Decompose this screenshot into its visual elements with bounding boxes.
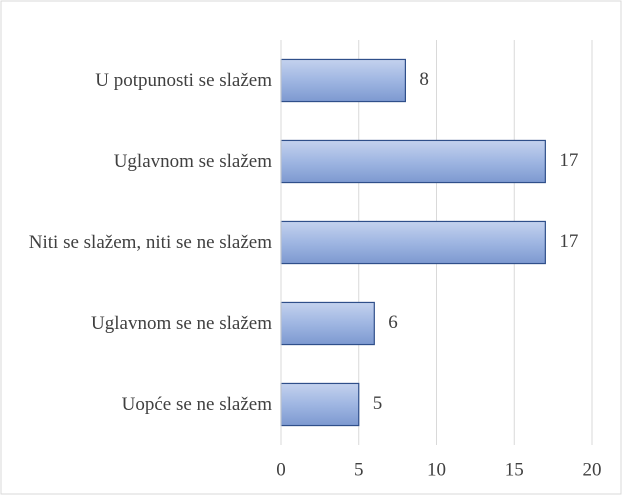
data-label: 6: [388, 312, 398, 333]
bar: [280, 139, 546, 184]
bar: [280, 220, 546, 265]
y-tick-label: Niti se slažem, niti se ne slažem: [28, 231, 272, 253]
y-tick-label-box: U potpunosti se slažem: [12, 51, 272, 111]
y-tick-label-box: Uglavnom se ne slažem: [12, 294, 272, 354]
y-tick-label-box: Uglavnom se slažem: [12, 132, 272, 192]
bar: [280, 58, 407, 103]
y-tick-label-box: Niti se slažem, niti se ne slažem: [12, 213, 272, 273]
y-tick-label-box: Uopće se ne slažem: [12, 375, 272, 435]
y-tick-label: Uopće se ne slažem: [121, 393, 272, 415]
x-tick-label: 10: [427, 459, 446, 480]
x-tick-label: 20: [583, 459, 602, 480]
y-tick-label: U potpunosti se slažem: [95, 69, 272, 91]
data-label: 5: [373, 393, 383, 414]
bar: [280, 382, 360, 427]
data-label: 8: [419, 69, 429, 90]
y-tick-label: Uglavnom se slažem: [113, 150, 272, 172]
data-label: 17: [559, 231, 578, 252]
bar: [280, 301, 375, 346]
x-tick-label: 0: [276, 459, 286, 480]
y-tick-label: Uglavnom se ne slažem: [91, 312, 272, 334]
x-tick-label: 5: [354, 459, 364, 480]
x-tick-label: 15: [505, 459, 524, 480]
data-label: 17: [559, 150, 578, 171]
